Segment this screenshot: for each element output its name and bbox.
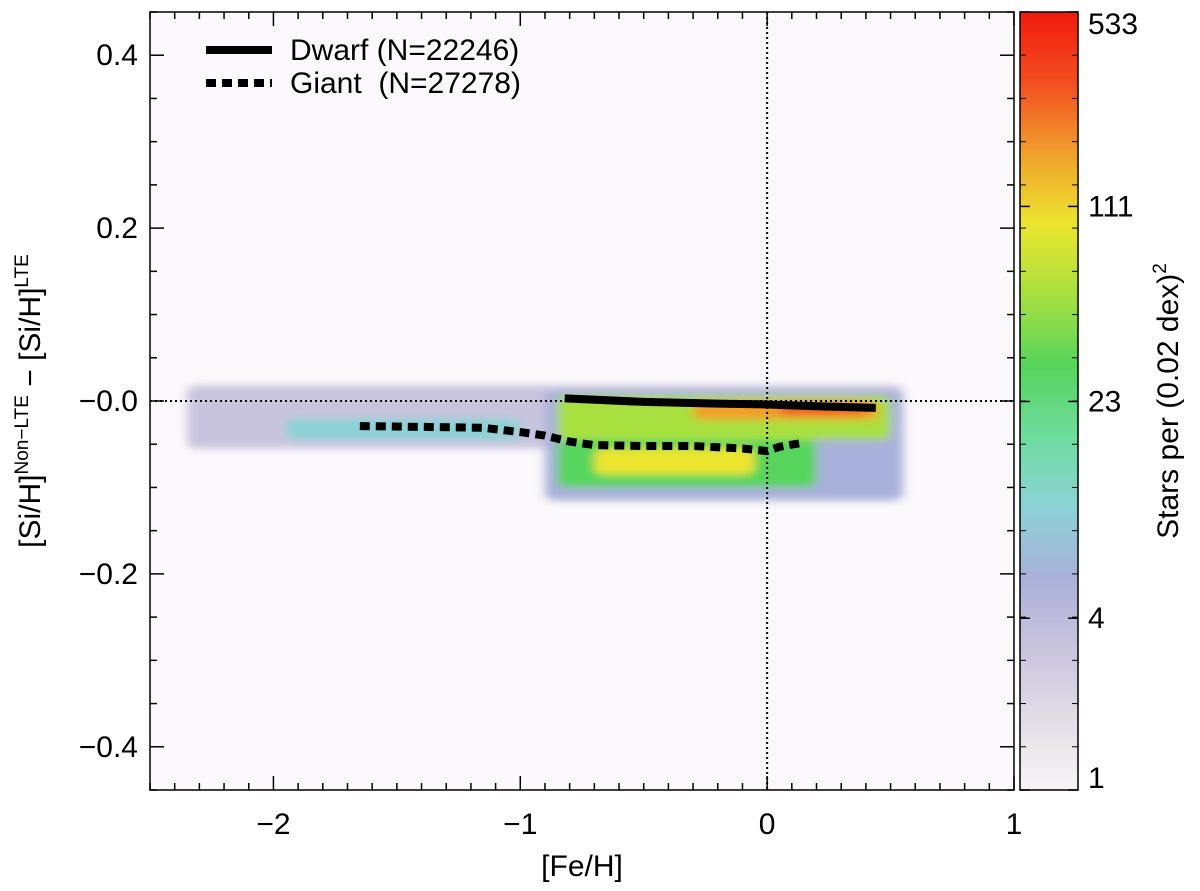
series-lines [359,394,876,456]
x-tick-label: 0 [759,808,776,841]
colorbar-tick-label: 4 [1088,602,1105,635]
series-line-giant [359,422,805,456]
colorbar-tick-label: 111 [1088,190,1134,223]
y-title-part2: − [Si/H] [14,288,47,396]
y-tick-label: 0.2 [96,212,138,245]
y-tick-label: 0.4 [96,39,138,72]
y-tick-label: −0.4 [79,731,138,764]
density-cell [285,418,521,440]
colorbar-ticks: 533 111 23 4 1 [1020,8,1138,795]
y-tick-label: −0.2 [79,558,138,591]
density-cell [594,448,755,475]
colorbar-tick-label: 23 [1088,385,1121,418]
y-axis-title: [Si/H]Non−LTE − [Si/H]LTE [12,254,47,548]
series-line-dwarf [564,394,876,412]
y-tick-label: −0.0 [79,385,138,418]
x-tick-label: −2 [256,808,290,841]
colorbar-title-sup: 2 [1150,263,1171,274]
colorbar-title: Stars per (0.02 dex)2 [1150,263,1185,539]
y-title-sup2: LTE [12,254,33,287]
x-tick-label: 1 [1006,808,1023,841]
x-axis-title: [Fe/H] [541,850,623,883]
axis-ticks: −2 −1 0 1 0.4 0.2 −0.0 −0.2 −0.4 [79,11,1023,841]
colorbar-title-main: Stars per (0.02 dex) [1152,274,1185,539]
legend-label-dwarf: Dwarf (N=22246) [290,34,519,67]
colorbar-tick-label: 1 [1088,762,1105,795]
legend: Dwarf (N=22246)Giant (N=27278) [206,34,521,100]
y-title-sup1: Non−LTE [12,395,33,474]
y-title-part1: [Si/H] [14,475,47,548]
colorbar-tick-label: 533 [1088,8,1138,41]
x-tick-label: −1 [503,808,537,841]
legend-label-giant: Giant (N=27278) [290,67,521,100]
